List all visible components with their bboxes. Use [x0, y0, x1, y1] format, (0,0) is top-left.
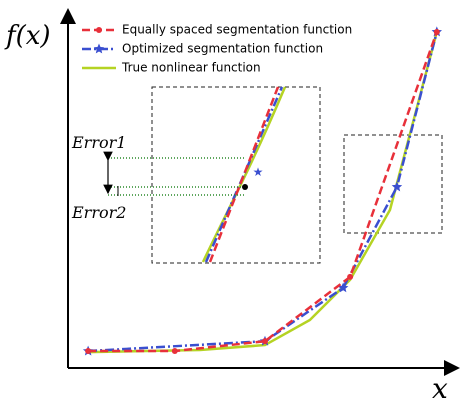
x-axis-label: x	[432, 372, 448, 405]
y-axis-label: f(x)	[4, 21, 51, 51]
annotation: Error2	[71, 203, 126, 222]
zoom-region	[343, 134, 443, 234]
legend-label: Optimized segmentation function	[122, 42, 323, 56]
legend: Equally spaced segmentation function Opti…	[82, 23, 352, 75]
svg-text:★: ★	[253, 165, 264, 179]
point	[85, 348, 92, 355]
point	[261, 338, 268, 345]
zoom-box	[151, 86, 321, 264]
zoom-detail: ★	[103, 86, 287, 263]
series-line	[88, 31, 438, 353]
series-line	[88, 31, 439, 353]
plot-area	[82, 26, 442, 356]
legend-label: True nonlinear function	[121, 61, 261, 75]
legend-label: Equally spaced segmentation function	[122, 23, 352, 37]
point	[171, 348, 178, 355]
point	[337, 282, 349, 293]
point	[391, 181, 403, 192]
point	[347, 273, 354, 280]
series-line	[88, 31, 439, 354]
annotation: Error1	[71, 133, 126, 152]
point	[433, 28, 440, 35]
legend-marker	[93, 43, 105, 54]
legend-marker	[96, 27, 102, 33]
